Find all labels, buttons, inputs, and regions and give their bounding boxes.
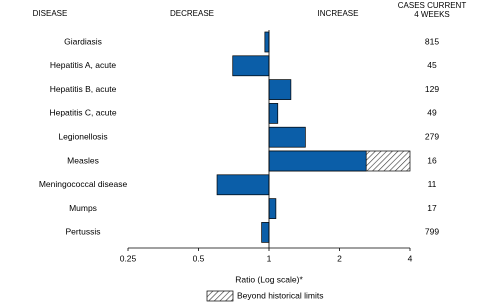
x-axis-label: Ratio (Log scale)* <box>235 274 303 284</box>
bar <box>261 222 270 243</box>
column-header: CASES CURRENT <box>398 1 467 10</box>
case-count: 49 <box>427 108 437 118</box>
column-header: DISEASE <box>33 9 68 18</box>
x-tick-label: 0.25 <box>120 253 137 263</box>
bar <box>268 198 277 219</box>
category-label: Pertussis <box>66 227 101 237</box>
category-label: Measles <box>67 155 99 165</box>
x-tick-label: 4 <box>408 253 413 263</box>
category-label: Meningococcal disease <box>39 179 128 189</box>
case-count: 815 <box>425 36 439 46</box>
case-count: 129 <box>425 84 439 94</box>
bar <box>232 55 270 77</box>
bar <box>216 174 270 196</box>
case-count: 11 <box>428 179 437 189</box>
x-tick-label: 0.5 <box>193 253 205 263</box>
column-header: INCREASE <box>318 9 359 18</box>
case-count: 16 <box>427 155 437 165</box>
case-count: 279 <box>425 131 439 141</box>
bar <box>268 126 306 148</box>
legend-label: Beyond historical limits <box>237 290 323 300</box>
bar <box>268 103 279 124</box>
case-count: 17 <box>427 203 437 213</box>
category-label: Legionellosis <box>58 131 107 141</box>
column-header: 4 WEEKS <box>414 10 450 19</box>
category-label: Hepatitis A, acute <box>50 60 116 70</box>
x-tick-label: 1 <box>267 253 272 263</box>
legend-swatch <box>206 290 234 302</box>
case-count: 45 <box>427 60 437 70</box>
case-count: 799 <box>425 227 439 237</box>
bar <box>264 31 270 53</box>
category-label: Hepatitis C, acute <box>49 108 116 118</box>
bar <box>268 150 367 172</box>
column-header: DECREASE <box>170 9 214 18</box>
category-label: Giardiasis <box>64 36 102 46</box>
category-label: Hepatitis B, acute <box>50 84 117 94</box>
category-label: Mumps <box>69 203 97 213</box>
bar <box>268 79 292 100</box>
x-tick-label: 2 <box>337 253 342 263</box>
